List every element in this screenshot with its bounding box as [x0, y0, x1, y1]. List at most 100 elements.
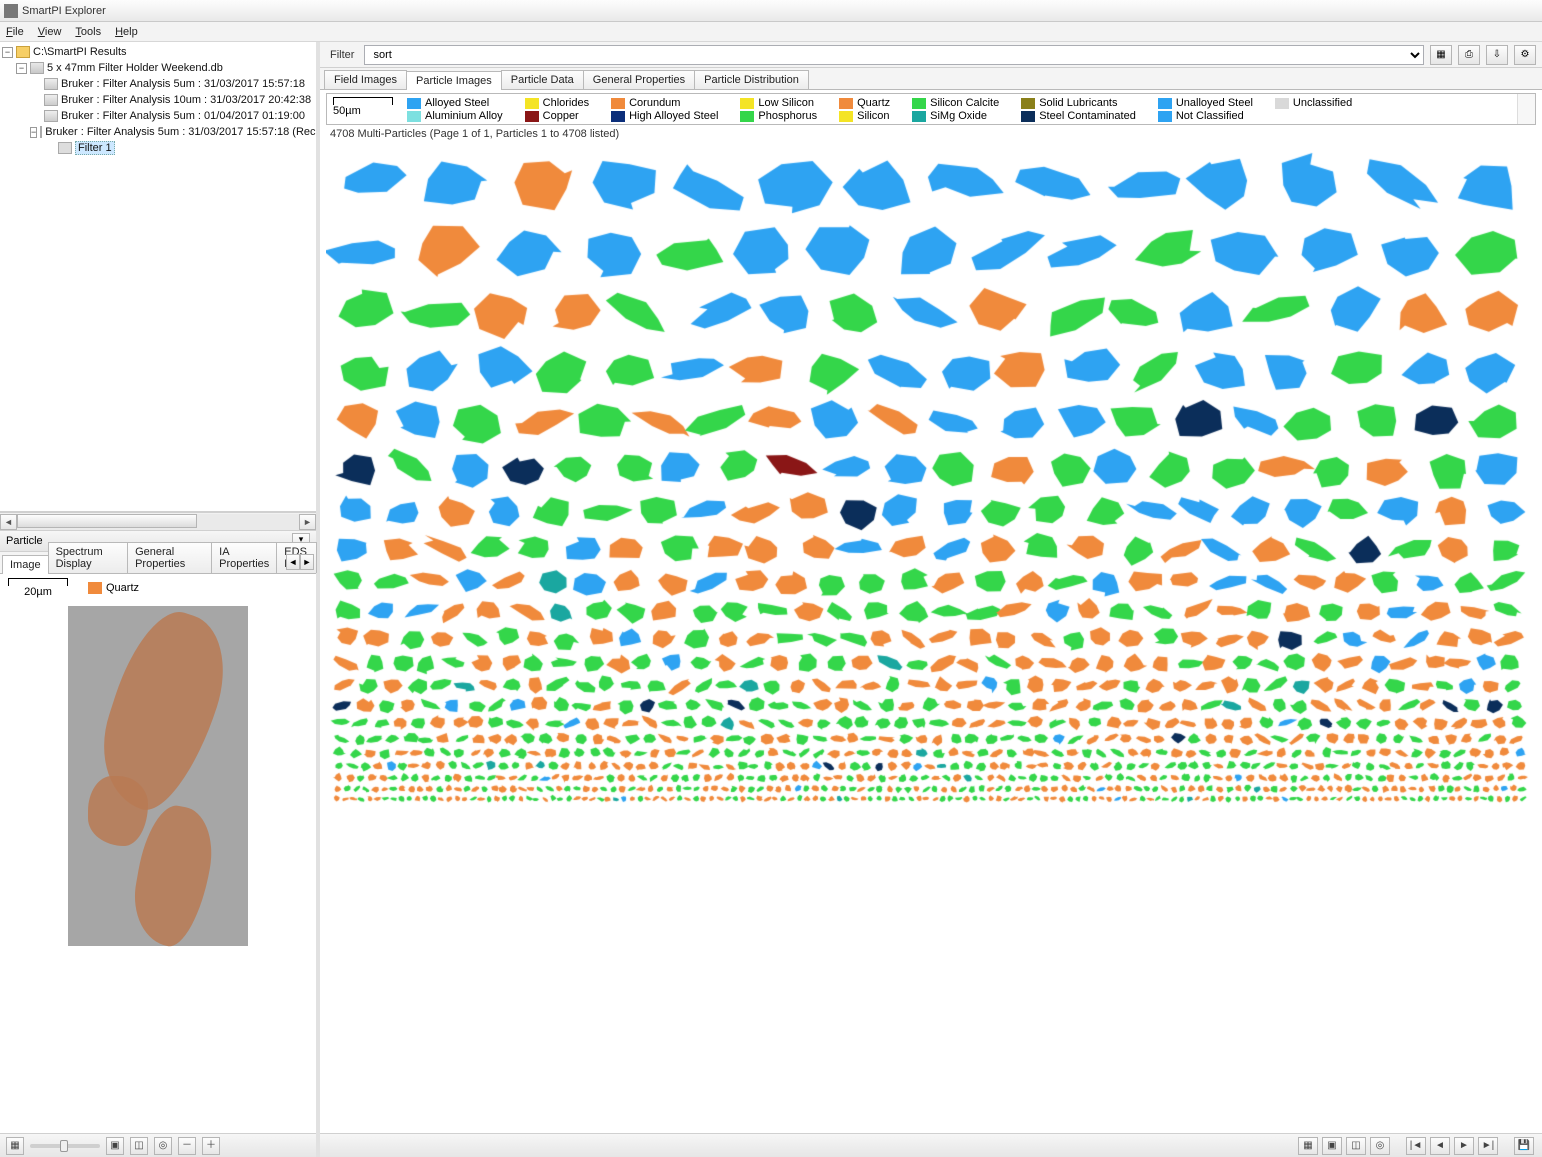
zoom-out-icon[interactable]: － [178, 1137, 196, 1155]
particle-count-text: 4708 Multi-Particles (Page 1 of 1, Parti… [320, 125, 1542, 143]
particle-tabs: Image Spectrum Display General Propertie… [0, 552, 316, 574]
scroll-left-button[interactable]: ◄ [0, 514, 17, 530]
legend-item[interactable]: Silicon [839, 110, 890, 122]
legend-swatch [839, 111, 853, 122]
legend-swatch [88, 582, 102, 594]
filter-select[interactable]: sort [364, 45, 1424, 65]
legend-item[interactable]: Unalloyed Steel [1158, 97, 1253, 109]
menu-tools[interactable]: Tools [75, 26, 101, 38]
left-pane: − C:\SmartPI Results − 5 x 47mm Filter H… [0, 42, 320, 1157]
select-icon[interactable]: ◫ [1346, 1137, 1366, 1155]
tree-run[interactable]: Bruker : Filter Analysis 5um : 31/03/201… [61, 78, 305, 90]
window-title: SmartPI Explorer [22, 5, 106, 17]
nav-last-icon[interactable]: ►| [1478, 1137, 1498, 1155]
export-icon[interactable]: ⇩ [1486, 45, 1508, 65]
legend-label: Corundum [629, 97, 680, 109]
tree-leaf-selected[interactable]: Filter 1 [75, 141, 115, 155]
legend-scrollbar[interactable] [1517, 94, 1535, 124]
tree-root[interactable]: C:\SmartPI Results [33, 46, 127, 58]
zoom-in-icon[interactable]: ＋ [202, 1137, 220, 1155]
analysis-icon [40, 126, 42, 138]
save-icon[interactable]: 💾 [1514, 1137, 1534, 1155]
settings-icon[interactable]: ⚙ [1514, 45, 1536, 65]
scroll-thumb[interactable] [17, 514, 197, 528]
scale-bar: 20µm [8, 578, 68, 598]
select-icon[interactable]: ◫ [130, 1137, 148, 1155]
frame-icon[interactable]: ▣ [1322, 1137, 1342, 1155]
legend-swatch [740, 111, 754, 122]
tab-ia-properties[interactable]: IA Properties [211, 542, 277, 573]
filter-icon[interactable]: ▦ [1430, 45, 1452, 65]
legend-item[interactable]: SiMg Oxide [912, 110, 999, 122]
folder-icon [16, 46, 30, 58]
legend-label: SiMg Oxide [930, 110, 987, 122]
legend-swatch [525, 98, 539, 109]
legend-item[interactable]: Silicon Calcite [912, 97, 999, 109]
tab-general-properties[interactable]: General Properties [127, 542, 212, 573]
legend-item[interactable]: Unclassified [1275, 97, 1352, 109]
tree-toggle[interactable]: − [16, 63, 27, 74]
legend-swatch [525, 111, 539, 122]
legend-item[interactable]: Solid Lubricants [1021, 97, 1136, 109]
legend-item[interactable]: Quartz [839, 97, 890, 109]
target-icon[interactable]: ◎ [154, 1137, 172, 1155]
legend-item[interactable]: Copper [525, 110, 589, 122]
tab-scroll-right[interactable]: ► [300, 554, 314, 570]
filter-leaf-icon [58, 142, 72, 154]
legend-item[interactable]: Alloyed Steel [407, 97, 503, 109]
particle-image-viewer[interactable] [0, 602, 316, 1133]
analysis-icon [44, 78, 58, 90]
tab-image[interactable]: Image [2, 555, 49, 574]
tab-particle-images[interactable]: Particle Images [406, 71, 502, 90]
legend-swatch [611, 111, 625, 122]
legend-item[interactable]: Aluminium Alloy [407, 110, 503, 122]
menu-view[interactable]: View [38, 26, 62, 38]
legend-label: Low Silicon [758, 97, 814, 109]
legend-label: Aluminium Alloy [425, 110, 503, 122]
tree-toggle[interactable]: − [2, 47, 13, 58]
scroll-track[interactable] [17, 514, 299, 530]
legend-swatch [611, 98, 625, 109]
legend-label: Not Classified [1176, 110, 1244, 122]
frame-icon[interactable]: ▣ [106, 1137, 124, 1155]
menu-file[interactable]: File [6, 26, 24, 38]
nav-next-icon[interactable]: ► [1454, 1137, 1474, 1155]
legend-item[interactable]: Chlorides [525, 97, 589, 109]
legend-item[interactable]: Steel Contaminated [1021, 110, 1136, 122]
scroll-right-button[interactable]: ► [299, 514, 316, 530]
particles-grid[interactable] [326, 143, 1536, 1133]
legend-item[interactable]: High Alloyed Steel [611, 110, 718, 122]
nav-prev-icon[interactable]: ◄ [1430, 1137, 1450, 1155]
legend-label: Quartz [106, 582, 139, 594]
legend-item[interactable]: Low Silicon [740, 97, 817, 109]
main-legend: 50µm Alloyed SteelAluminium AlloyChlorid… [326, 93, 1536, 125]
tab-particle-data[interactable]: Particle Data [501, 70, 584, 89]
tab-field-images[interactable]: Field Images [324, 70, 407, 89]
legend-item[interactable]: Corundum [611, 97, 718, 109]
menu-help[interactable]: Help [115, 26, 138, 38]
filter-label: Filter [326, 49, 358, 61]
tree-hscrollbar[interactable]: ◄ ► [0, 512, 316, 530]
tree-run[interactable]: Bruker : Filter Analysis 5um : 01/04/201… [61, 110, 305, 122]
grid-icon[interactable]: ▦ [1298, 1137, 1318, 1155]
tab-general-properties[interactable]: General Properties [583, 70, 695, 89]
print-icon[interactable]: ⎙ [1458, 45, 1480, 65]
target-icon[interactable]: ◎ [1370, 1137, 1390, 1155]
tab-spectrum-display[interactable]: Spectrum Display [48, 542, 129, 573]
tree-view[interactable]: − C:\SmartPI Results − 5 x 47mm Filter H… [0, 42, 316, 512]
particle-image [68, 606, 248, 946]
tab-scroll-left[interactable]: ◄ [286, 554, 300, 570]
legend-item[interactable]: Phosphorus [740, 110, 817, 122]
grid-icon[interactable]: ▦ [6, 1137, 24, 1155]
legend-label: Solid Lubricants [1039, 97, 1117, 109]
tree-run[interactable]: Bruker : Filter Analysis 5um : 31/03/201… [45, 126, 316, 138]
tab-particle-distribution[interactable]: Particle Distribution [694, 70, 809, 89]
tree-run[interactable]: Bruker : Filter Analysis 10um : 31/03/20… [61, 94, 311, 106]
tree-db[interactable]: 5 x 47mm Filter Holder Weekend.db [47, 62, 223, 74]
legend-label: Silicon Calcite [930, 97, 999, 109]
nav-first-icon[interactable]: |◄ [1406, 1137, 1426, 1155]
legend-swatch [1021, 111, 1035, 122]
legend-item[interactable]: Not Classified [1158, 110, 1253, 122]
zoom-slider[interactable] [30, 1144, 100, 1148]
tree-toggle[interactable]: − [30, 127, 37, 138]
